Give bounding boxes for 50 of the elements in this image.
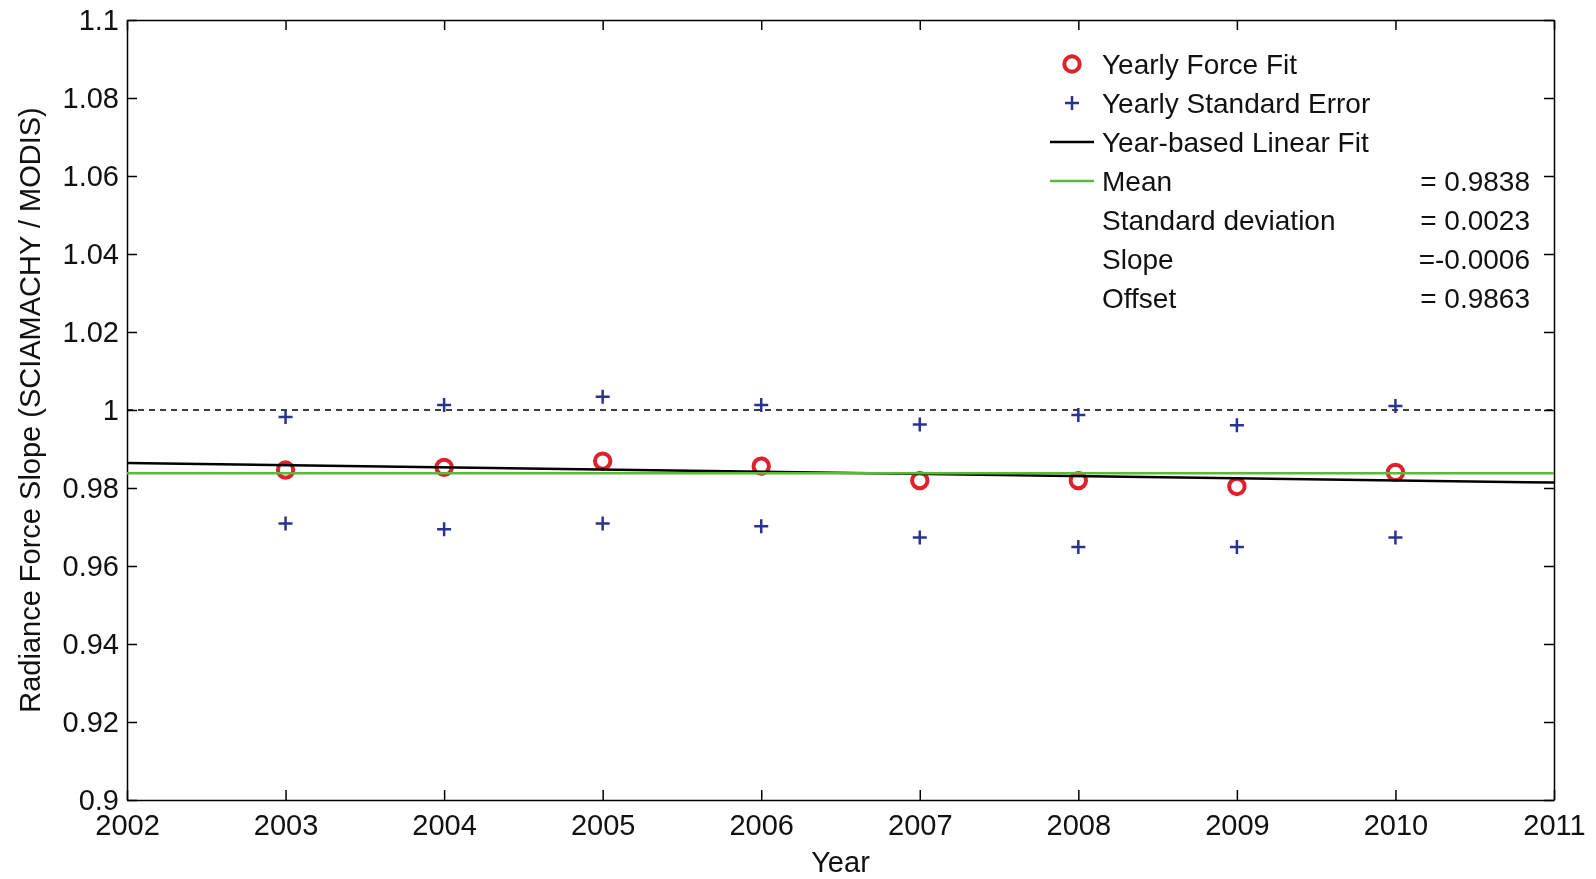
y-tick-label: 1.04 bbox=[62, 237, 119, 270]
point bbox=[911, 416, 929, 433]
legend-label: Mean bbox=[1102, 166, 1173, 197]
point bbox=[435, 521, 453, 538]
x-tick-label: 2004 bbox=[412, 808, 477, 841]
y-tick-label: 1.06 bbox=[62, 159, 119, 192]
x-tick-label: 2008 bbox=[1046, 808, 1112, 841]
x-tick-label: 2007 bbox=[888, 808, 953, 841]
point bbox=[594, 515, 611, 532]
legend-label: Yearly Force Fit bbox=[1102, 49, 1298, 80]
point bbox=[277, 408, 294, 426]
y-axis-title: Radiance Force Slope (SCIAMACHY / MODIS) bbox=[14, 107, 46, 713]
annotation: Offset bbox=[1102, 283, 1177, 314]
annotation: =-0.0006 bbox=[1418, 244, 1530, 275]
legend-label: Year-based Linear Fit bbox=[1102, 127, 1369, 158]
annotation: Slope bbox=[1102, 244, 1174, 275]
point bbox=[911, 529, 929, 546]
point bbox=[752, 396, 770, 414]
y-tick-label: 1.02 bbox=[62, 315, 119, 348]
point bbox=[277, 515, 294, 532]
point bbox=[1070, 406, 1087, 424]
x-tick-label: 2009 bbox=[1205, 808, 1270, 841]
legend-label: Yearly Standard Error bbox=[1102, 88, 1371, 119]
point bbox=[1387, 529, 1404, 546]
point bbox=[435, 396, 453, 414]
y-tick-label: 0.94 bbox=[62, 627, 119, 660]
y-tick-label: 1.08 bbox=[62, 81, 119, 114]
annotation: = 0.9863 bbox=[1420, 283, 1530, 314]
y-tick-label: 0.92 bbox=[62, 705, 119, 738]
x-tick-label: 2010 bbox=[1363, 808, 1429, 841]
x-tick-label: 2005 bbox=[570, 808, 636, 841]
point bbox=[1070, 538, 1087, 556]
y-tick-label: 1.1 bbox=[78, 3, 119, 36]
annotation: = 0.0023 bbox=[1420, 205, 1530, 236]
point bbox=[1228, 538, 1246, 556]
x-tick-label: 2003 bbox=[253, 808, 319, 841]
point bbox=[1227, 476, 1247, 497]
y-tick-label: 0.98 bbox=[62, 471, 119, 504]
annotation: Standard deviation bbox=[1102, 205, 1336, 236]
y-tick-label: 0.96 bbox=[62, 549, 119, 582]
x-tick-label: 2011 bbox=[1523, 808, 1586, 841]
y-tick-label: 0.9 bbox=[78, 783, 119, 816]
point bbox=[752, 517, 770, 535]
point bbox=[1387, 397, 1404, 415]
x-tick-label: 2006 bbox=[729, 808, 794, 841]
point bbox=[594, 388, 611, 405]
point bbox=[1228, 416, 1246, 434]
y-tick-label: 1 bbox=[102, 393, 119, 426]
annotation: = 0.9838 bbox=[1420, 166, 1530, 197]
x-axis-title: Year bbox=[811, 846, 871, 878]
